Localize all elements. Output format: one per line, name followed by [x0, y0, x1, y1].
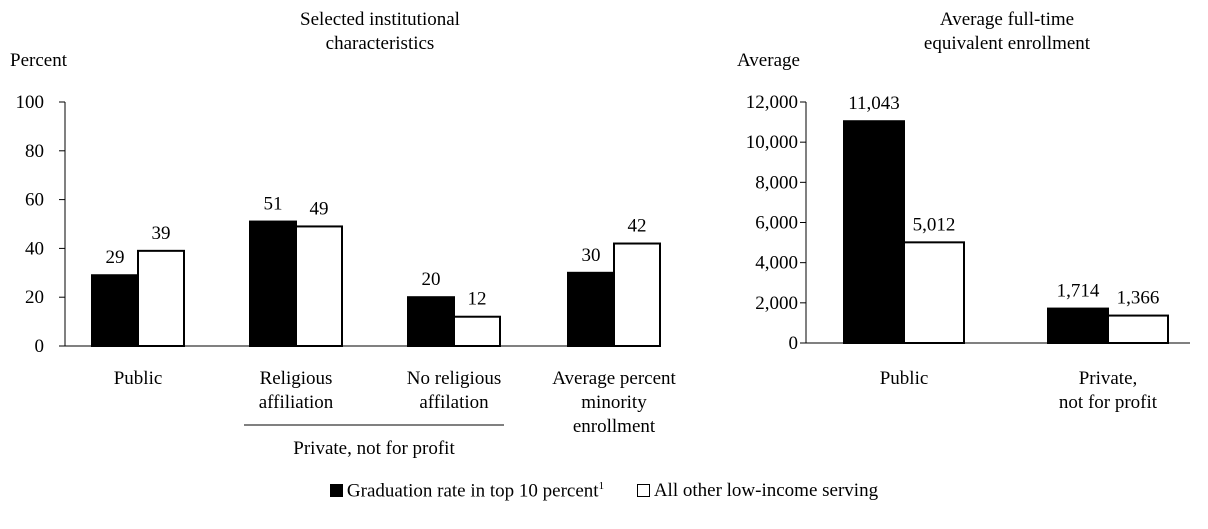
chart-title: Average full-time equivalent enrollment	[924, 9, 1091, 54]
y-tick-label: 8,000	[755, 172, 798, 193]
y-tick-label: 100	[16, 92, 45, 113]
bar-value-label: 42	[628, 216, 647, 237]
y-tick-label: 0	[35, 336, 45, 357]
legend-swatch-white	[636, 484, 650, 498]
bar	[137, 249, 185, 347]
bar-value-label: 51	[264, 194, 283, 215]
bar	[567, 271, 615, 347]
y-tick-label: 10,000	[746, 132, 798, 153]
bar-value-label: 49	[310, 198, 329, 219]
category-label: Private, not for profit	[1059, 368, 1158, 413]
bar-value-label: 39	[152, 223, 171, 244]
bar	[407, 296, 455, 348]
chart-legend: Graduation rate in top 10 percent1 All o…	[0, 480, 1208, 502]
bar-value-label: 1,714	[1057, 281, 1100, 302]
y-axis-label: Percent	[10, 50, 68, 71]
legend-item-top10: Graduation rate in top 10 percent1	[329, 480, 605, 502]
bar-value-label: 29	[106, 247, 125, 268]
y-tick-label: 60	[25, 190, 44, 211]
y-tick-label: 80	[25, 141, 44, 162]
y-tick-label: 12,000	[746, 92, 798, 113]
bar	[453, 315, 501, 348]
bar	[1107, 314, 1169, 344]
category-label: Public	[114, 368, 163, 389]
bar	[249, 220, 297, 347]
bar-value-label: 11,043	[848, 93, 900, 114]
y-tick-label: 6,000	[755, 213, 798, 234]
category-label: Public	[880, 368, 929, 389]
y-tick-label: 4,000	[755, 253, 798, 274]
footnote-marker: 1	[598, 480, 605, 492]
bar-value-label: 20	[422, 269, 441, 290]
legend-item-other: All other low-income serving	[636, 480, 879, 502]
bar-value-label: 12	[468, 289, 487, 310]
bar-value-label: 1,366	[1117, 288, 1160, 309]
y-tick-label: 20	[25, 287, 44, 308]
bar	[843, 120, 905, 344]
category-label: Religious affiliation	[259, 368, 334, 413]
y-tick-label: 2,000	[755, 293, 798, 314]
legend-label-top10: Graduation rate in top 10 percent	[346, 480, 599, 502]
legend-swatch-black	[329, 484, 343, 498]
bar	[91, 274, 139, 347]
y-tick-label: 0	[789, 333, 799, 354]
group-label: Private, not for profit	[293, 438, 455, 459]
bar	[295, 225, 343, 347]
bar	[613, 242, 661, 348]
category-label: No religious affilation	[407, 368, 501, 413]
bar-value-label: 30	[582, 245, 601, 266]
bar	[1047, 307, 1109, 345]
bar-value-label: 5,012	[913, 214, 956, 235]
chart-title: Selected institutional characteristics	[300, 9, 460, 54]
bar	[903, 241, 965, 344]
y-tick-label: 40	[25, 238, 44, 259]
category-label: Average percent minority enrollment	[552, 368, 676, 437]
y-axis-label: Average	[737, 50, 800, 71]
legend-label-other: All other low-income serving	[653, 480, 879, 502]
